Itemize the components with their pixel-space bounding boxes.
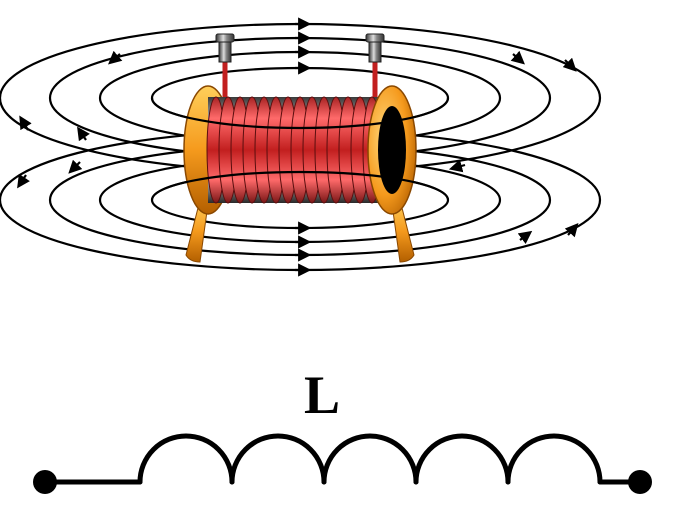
bobbin-right-cap — [368, 86, 416, 214]
inductance-label: L — [304, 364, 340, 426]
terminals — [216, 34, 384, 98]
figure: L — [0, 0, 700, 531]
inductor-illustration — [0, 0, 700, 300]
terminal-left — [33, 470, 57, 494]
inductor-symbol — [0, 300, 700, 531]
coil-windings — [207, 97, 381, 203]
terminal-right — [628, 470, 652, 494]
